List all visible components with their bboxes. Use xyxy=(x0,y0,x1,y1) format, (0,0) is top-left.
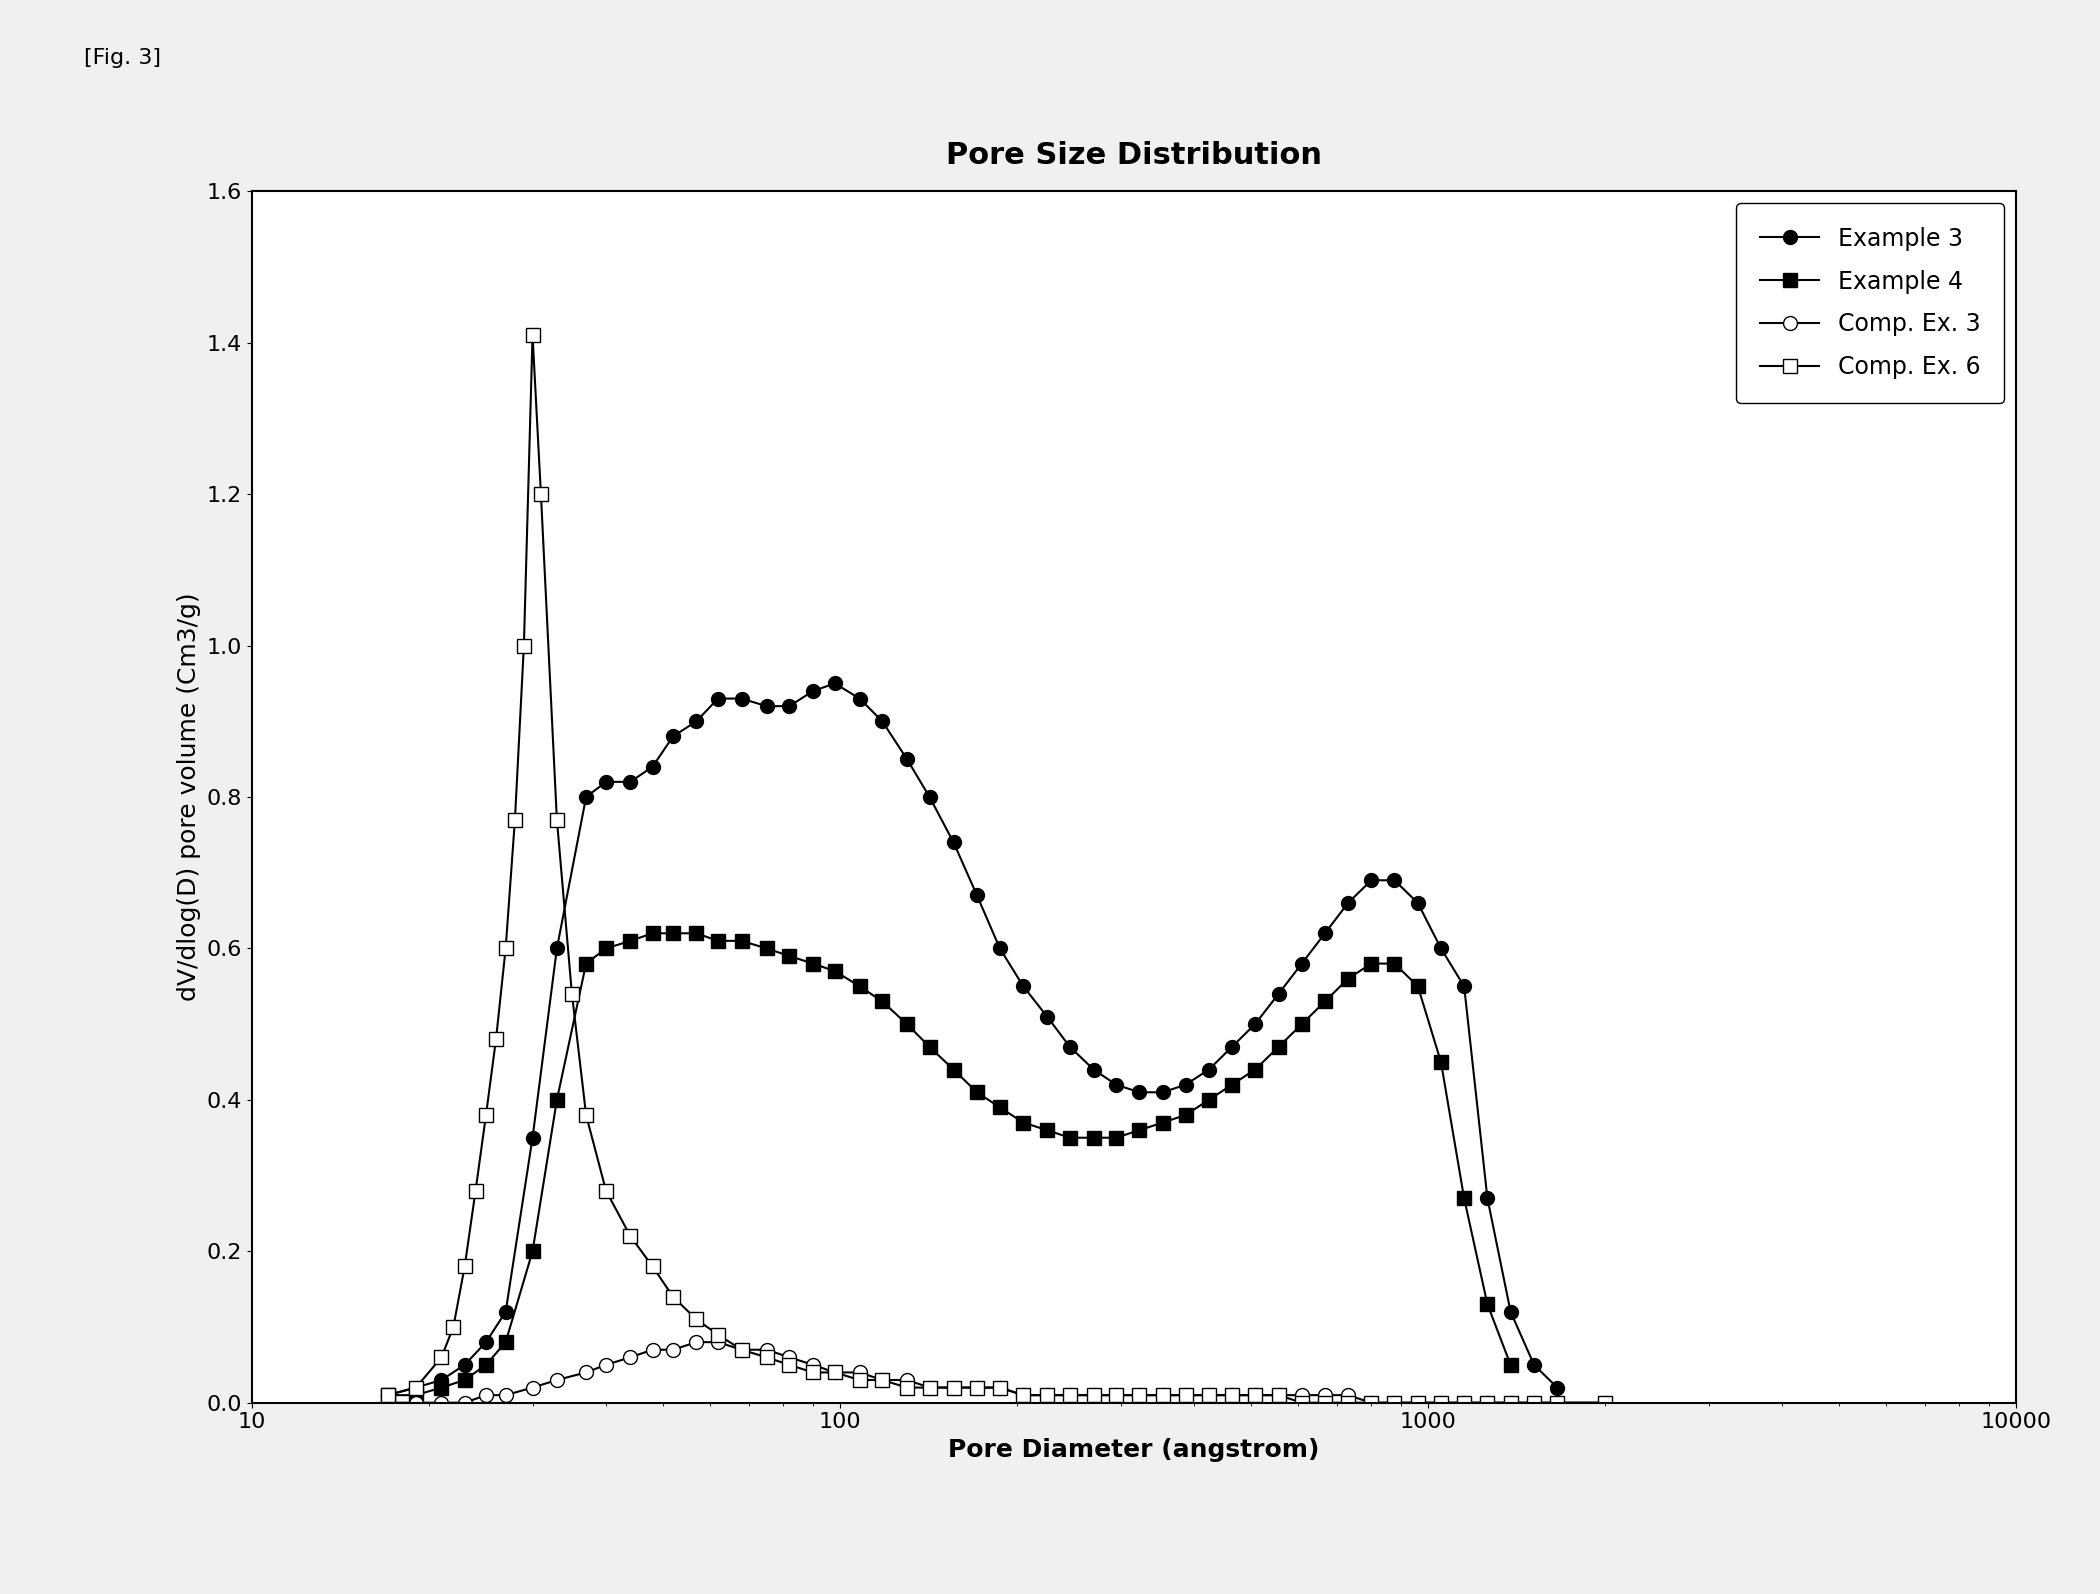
Example 4 xyxy=(472,1355,498,1374)
Example 4 xyxy=(1382,953,1407,972)
Example 4 xyxy=(964,1082,989,1101)
Comp. Ex. 3 xyxy=(1174,1385,1199,1404)
Example 4 xyxy=(987,1098,1012,1117)
Example 4 xyxy=(941,1060,966,1079)
Example 4 xyxy=(823,961,848,980)
Example 3 xyxy=(640,757,666,776)
Example 3 xyxy=(376,1385,401,1404)
Comp. Ex. 3 xyxy=(685,1333,710,1352)
Example 4 xyxy=(1359,953,1384,972)
Example 4 xyxy=(521,1242,546,1261)
Example 4 xyxy=(1428,1052,1453,1071)
Example 4 xyxy=(640,923,666,942)
Line: Comp. Ex. 3: Comp. Ex. 3 xyxy=(380,1336,1613,1409)
Example 4 xyxy=(659,923,685,942)
Comp. Ex. 6 xyxy=(1592,1393,1617,1412)
Comp. Ex. 3 xyxy=(1592,1393,1617,1412)
Example 4 xyxy=(706,931,731,950)
X-axis label: Pore Diameter (angstrom): Pore Diameter (angstrom) xyxy=(949,1438,1319,1462)
Example 4 xyxy=(1405,977,1430,996)
Example 4 xyxy=(494,1333,519,1352)
Example 4 xyxy=(403,1385,428,1404)
Comp. Ex. 6 xyxy=(1220,1385,1245,1404)
Example 4 xyxy=(1197,1090,1222,1109)
Example 4 xyxy=(869,991,895,1011)
Legend: Example 3, Example 4, Comp. Ex. 3, Comp. Ex. 6: Example 3, Example 4, Comp. Ex. 3, Comp.… xyxy=(1737,202,2003,403)
Title: Pore Size Distribution: Pore Size Distribution xyxy=(945,140,1323,169)
Comp. Ex. 3 xyxy=(1128,1385,1153,1404)
Comp. Ex. 3 xyxy=(1497,1393,1522,1412)
Example 4 xyxy=(1105,1129,1130,1148)
Example 4 xyxy=(376,1385,401,1404)
Example 4 xyxy=(544,1090,569,1109)
Comp. Ex. 3 xyxy=(964,1377,989,1396)
Example 4 xyxy=(1128,1121,1153,1140)
Example 4 xyxy=(1056,1129,1082,1148)
Example 3 xyxy=(1174,1074,1199,1093)
Example 4 xyxy=(1035,1121,1060,1140)
Example 4 xyxy=(452,1371,477,1390)
Comp. Ex. 6 xyxy=(472,1106,498,1125)
Example 4 xyxy=(594,939,620,958)
Example 3 xyxy=(823,674,848,693)
Example 4 xyxy=(1474,1294,1499,1313)
Example 4 xyxy=(1220,1074,1245,1093)
Comp. Ex. 3 xyxy=(376,1393,401,1412)
Line: Example 3: Example 3 xyxy=(380,676,1564,1403)
Example 4 xyxy=(573,953,598,972)
Comp. Ex. 6 xyxy=(502,810,527,829)
Example 4 xyxy=(895,1015,920,1035)
Comp. Ex. 6 xyxy=(428,1349,454,1368)
Example 4 xyxy=(777,947,802,966)
Example 4 xyxy=(1243,1060,1268,1079)
Line: Comp. Ex. 6: Comp. Ex. 6 xyxy=(380,328,1613,1409)
Example 4 xyxy=(685,923,710,942)
Example 4 xyxy=(617,931,643,950)
Example 4 xyxy=(800,953,825,972)
Comp. Ex. 6 xyxy=(594,1181,620,1200)
Comp. Ex. 6 xyxy=(521,325,546,344)
Example 4 xyxy=(754,939,779,958)
Example 3 xyxy=(1546,1377,1571,1396)
Y-axis label: dV/dlog(D) pore volume (Cm3/g): dV/dlog(D) pore volume (Cm3/g) xyxy=(176,593,202,1001)
Example 4 xyxy=(1497,1355,1522,1374)
Comp. Ex. 6 xyxy=(1289,1393,1315,1412)
Example 3 xyxy=(1243,1015,1268,1035)
Example 4 xyxy=(918,1038,943,1057)
Example 4 xyxy=(1312,991,1338,1011)
Example 3 xyxy=(1522,1355,1548,1374)
Example 4 xyxy=(729,931,754,950)
Example 4 xyxy=(1174,1106,1199,1125)
Example 3 xyxy=(754,697,779,716)
Example 4 xyxy=(1010,1113,1035,1132)
Example 4 xyxy=(428,1377,454,1396)
Line: Example 4: Example 4 xyxy=(380,926,1518,1403)
Comp. Ex. 3 xyxy=(823,1363,848,1382)
Example 4 xyxy=(1266,1038,1292,1057)
Comp. Ex. 3 xyxy=(472,1385,498,1404)
Example 4 xyxy=(1082,1129,1107,1148)
Text: [Fig. 3]: [Fig. 3] xyxy=(84,48,162,69)
Comp. Ex. 6 xyxy=(941,1377,966,1396)
Example 4 xyxy=(1336,969,1361,988)
Example 4 xyxy=(1451,1189,1476,1208)
Example 4 xyxy=(1289,1015,1315,1035)
Example 3 xyxy=(729,689,754,708)
Comp. Ex. 6 xyxy=(376,1385,401,1404)
Example 4 xyxy=(846,977,872,996)
Example 4 xyxy=(1151,1113,1176,1132)
